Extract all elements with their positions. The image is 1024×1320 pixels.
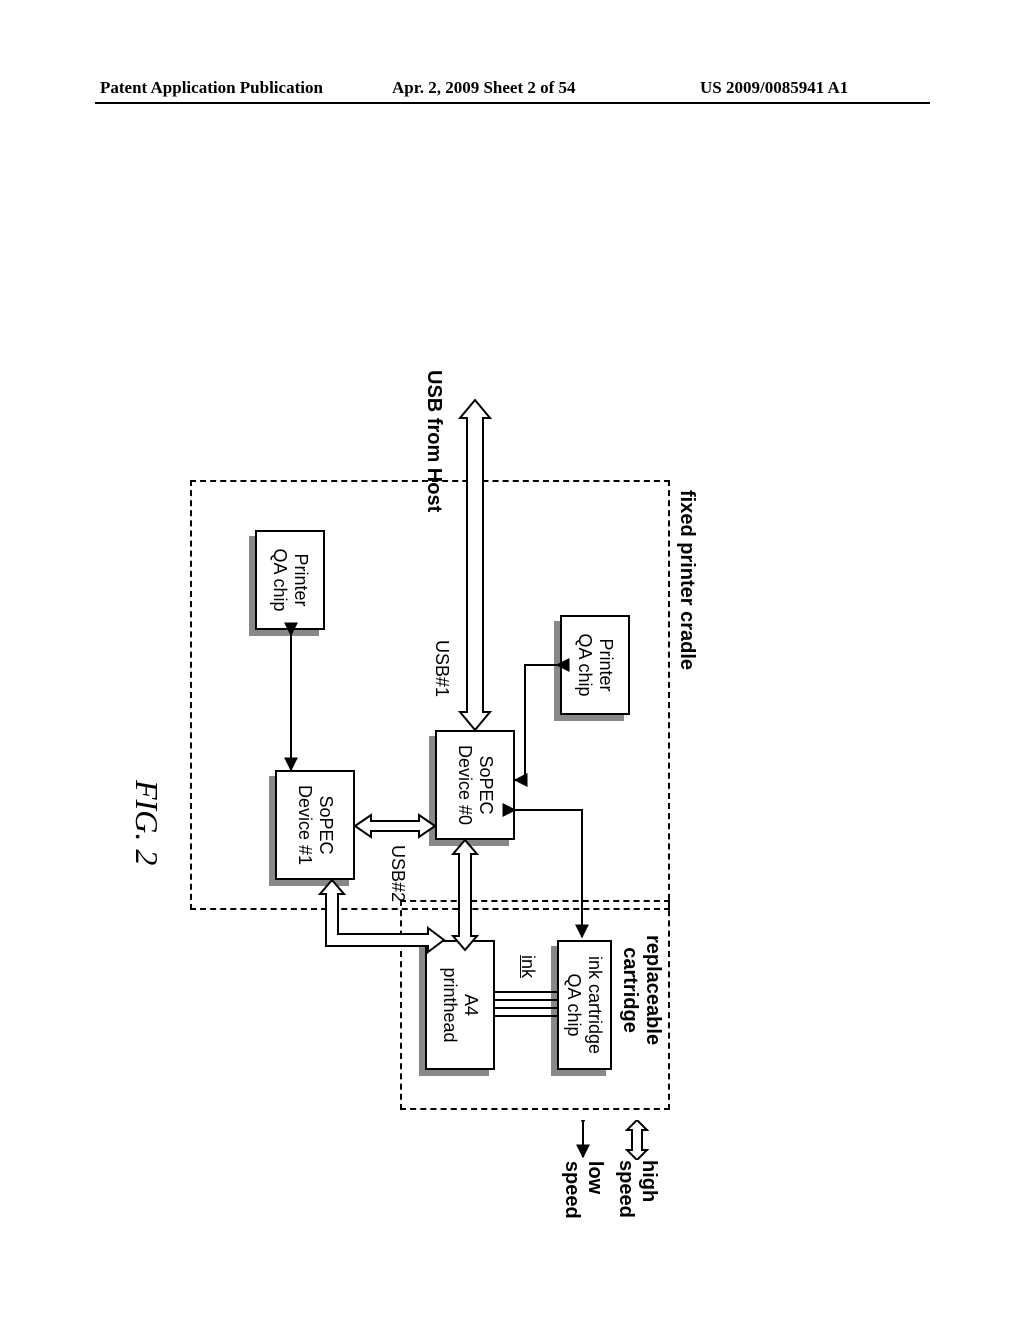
header-pubnumber: US 2009/0085941 A1 — [700, 78, 848, 98]
low-speed-arrow-icon — [575, 1120, 591, 1161]
header-date-sheet: Apr. 2, 2009 Sheet 2 of 54 — [392, 78, 576, 98]
usb1-label: USB#1 — [431, 640, 452, 697]
cradle-label: fixed printer cradle — [675, 490, 698, 670]
sopec0-sopec1-usb2 — [355, 813, 435, 839]
qa-top-sopec0-link — [500, 660, 560, 800]
legend: high speed low speed — [552, 1120, 660, 1240]
sopec0-printhead-link — [445, 840, 485, 950]
sopec1-printhead-link — [320, 880, 450, 970]
ink-lines — [495, 988, 557, 1022]
high-speed-arrow-icon — [625, 1120, 649, 1160]
legend-high-speed: high speed — [614, 1120, 660, 1240]
cartridge-label: replaceable cartridge — [618, 935, 664, 1045]
sopec0-inkqa-link — [510, 805, 590, 945]
figure-2-diagram: fixed printer cradle replaceable cartrid… — [0, 140, 1024, 1240]
printer-qa-chip-top: Printer QA chip — [560, 615, 630, 715]
usb-from-host-arrow — [455, 400, 495, 730]
sopec-device-1: SoPEC Device #1 — [275, 770, 355, 880]
usb-from-host-label: USB from Host — [422, 370, 445, 512]
header-rule — [95, 102, 930, 104]
legend-high-label: high speed — [614, 1160, 660, 1240]
legend-low-speed: low speed — [560, 1120, 606, 1240]
figure-caption: FIG. 2 — [128, 780, 165, 865]
legend-low-label: low speed — [560, 1161, 606, 1240]
printer-qa-chip-bottom: Printer QA chip — [255, 530, 325, 630]
sopec1-qa-bottom-link — [284, 630, 298, 775]
header-publication: Patent Application Publication — [100, 78, 323, 98]
ink-label: ink — [517, 955, 538, 978]
ink-cartridge-qa-chip: ink cartridge QA chip — [557, 940, 612, 1070]
